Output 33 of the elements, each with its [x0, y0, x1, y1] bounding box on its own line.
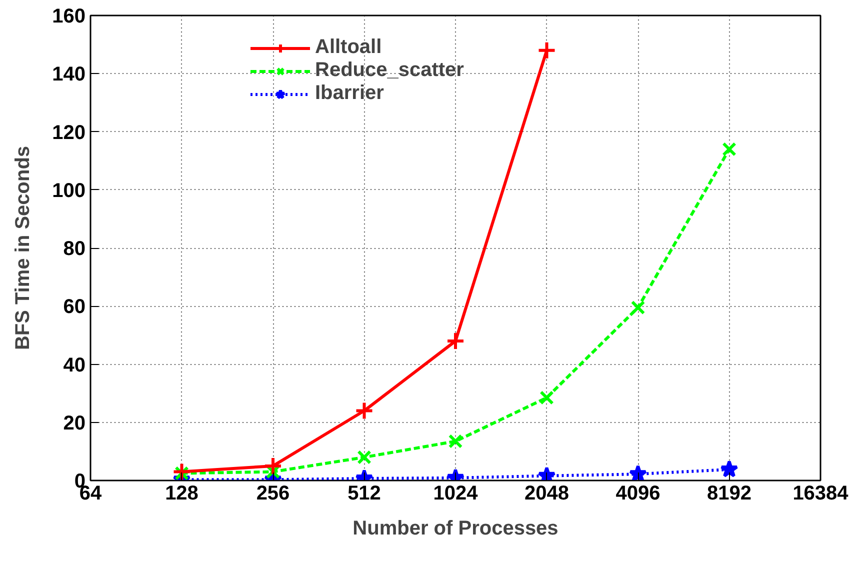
x-tick-label: 16384 [792, 482, 850, 504]
y-tick-label: 140 [52, 64, 86, 86]
legend-label: Ibarrier [315, 82, 384, 105]
x-tick-label: 1024 [433, 482, 479, 504]
point [630, 300, 646, 315]
point [540, 390, 554, 405]
point [720, 460, 738, 478]
y-tick-label: 20 [63, 412, 86, 434]
x-tick-label: 8192 [707, 482, 752, 504]
x-tick-label: 512 [348, 482, 381, 504]
y-tick-label: 100 [52, 180, 86, 202]
point [448, 434, 463, 448]
point [537, 40, 556, 60]
point [264, 456, 282, 476]
legend-label: Alltoall [315, 36, 382, 59]
point [354, 401, 374, 420]
point [628, 464, 648, 480]
point [172, 462, 192, 480]
point [446, 332, 465, 350]
x-tick-label: 4096 [616, 482, 660, 504]
y-tick-label: 40 [63, 354, 86, 376]
y-tick-label: 60 [63, 296, 86, 318]
y-tick-label: 120 [52, 122, 86, 144]
x-tick-label: 2048 [524, 482, 570, 504]
x-tick-label: 128 [165, 482, 198, 504]
y-axis-title: BFS Time in Seconds [12, 146, 34, 350]
x-axis-title: Number of Processes [352, 518, 558, 540]
point [357, 450, 372, 464]
y-tick-label: 80 [63, 238, 86, 260]
point [722, 142, 736, 156]
y-tick-label: 160 [52, 6, 86, 28]
legend-label: Reduce_scatter [315, 59, 464, 82]
x-tick-label: 256 [256, 482, 290, 504]
